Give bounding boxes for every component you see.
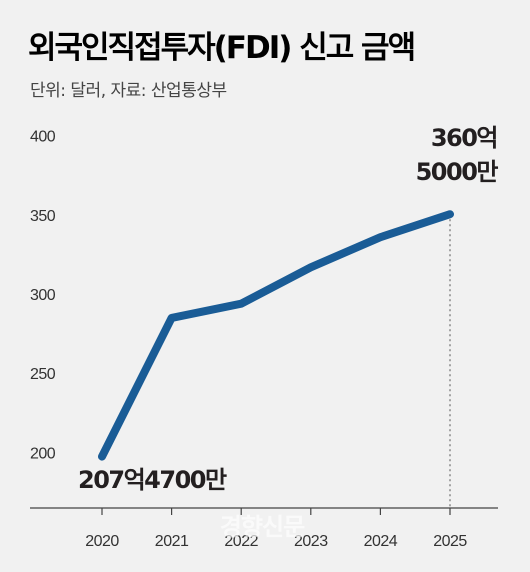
- series: [98, 210, 454, 461]
- x-tick-label: 2024: [364, 533, 398, 550]
- annotation-last-line: 360억: [431, 124, 497, 152]
- watermark: 경향신문: [220, 513, 305, 541]
- x-tick-label: 2025: [433, 533, 467, 550]
- series-line: [98, 210, 454, 461]
- annotation-last-line: 5000만: [416, 158, 499, 186]
- y-tick-label: 350: [30, 208, 56, 225]
- x-axis: 2020 2021 2022 2023 2024 2025: [85, 508, 468, 550]
- x-tick-label: 2022: [224, 533, 258, 550]
- chart-title: 외국인직접투자(FDI) 신고 금액: [28, 30, 414, 66]
- x-tick-label: 2020: [85, 533, 119, 550]
- chart-subtitle: 단위: 달러, 자료: 산업통상부: [30, 81, 227, 101]
- x-tick-label: 2021: [155, 533, 189, 550]
- y-tick-label: 250: [30, 366, 56, 383]
- y-axis: 200 250 300 350 400: [30, 129, 56, 463]
- annotation-first: 207억4700만: [78, 466, 227, 494]
- annotations: 207억4700만 360억 5000만: [78, 124, 500, 494]
- y-tick-label: 300: [30, 287, 56, 304]
- y-tick-label: 400: [30, 129, 56, 146]
- y-tick-label: 200: [30, 445, 56, 462]
- x-tick-label: 2023: [294, 533, 328, 550]
